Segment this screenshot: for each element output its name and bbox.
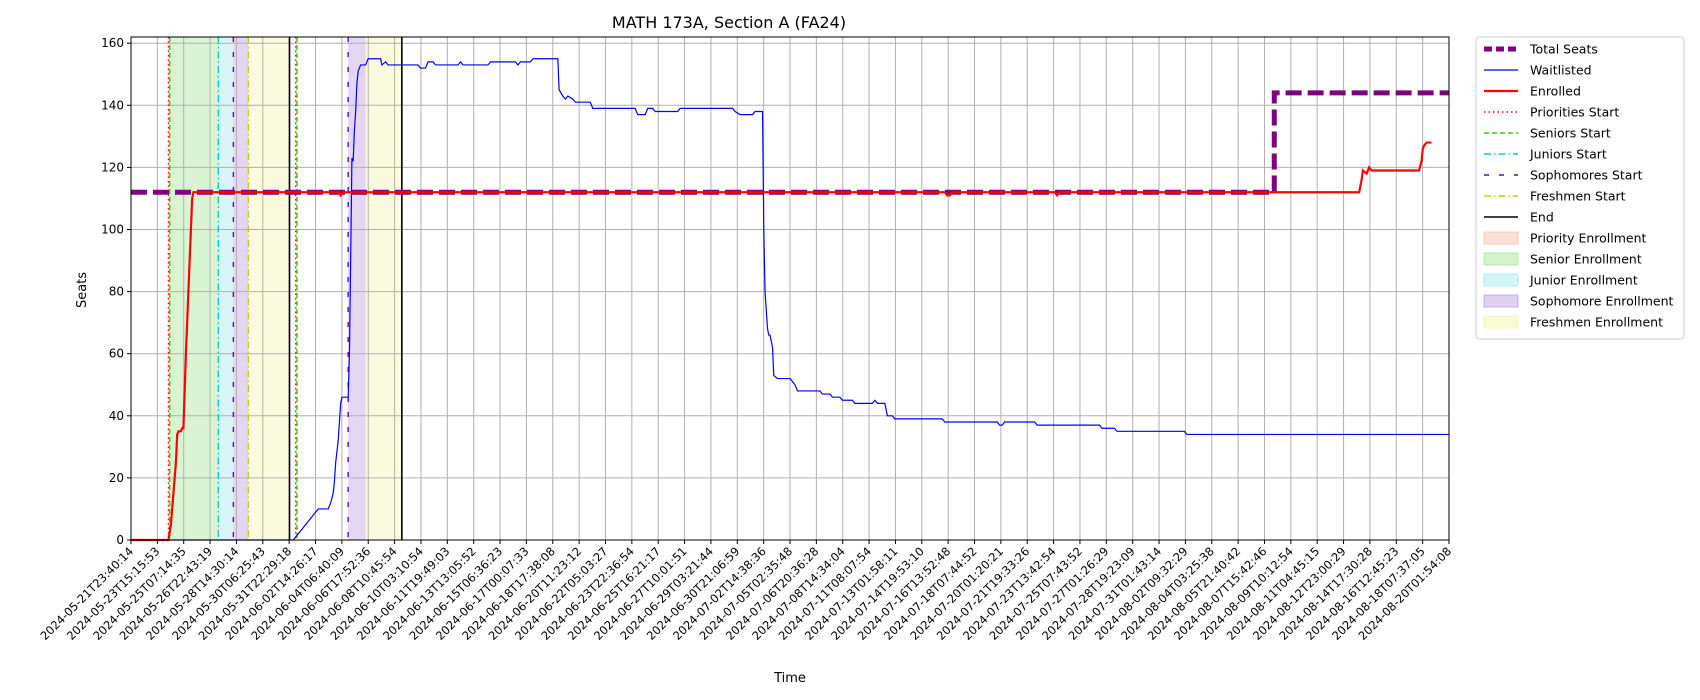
legend-swatch <box>1483 231 1519 245</box>
series-total-seats <box>131 90 1449 195</box>
legend-swatch <box>1483 273 1519 287</box>
legend-label: Sophomores Start <box>1530 168 1643 183</box>
shaded-region-sophomore-enrollment <box>348 37 366 540</box>
y-tick-label: 100 <box>101 223 124 237</box>
shaded-region-senior-enrollment <box>169 37 219 540</box>
x-axis-label: Time <box>773 671 806 686</box>
legend-label: Junior Enrollment <box>1529 273 1638 288</box>
y-tick-label: 80 <box>109 285 124 299</box>
legend-box <box>1475 36 1685 340</box>
legend-label: End <box>1530 210 1554 225</box>
legend-label: Seniors Start <box>1530 126 1611 141</box>
legend-label: Total Seats <box>1529 42 1598 57</box>
plot-area: 0204060801001201401602024-05-21T23:40:14… <box>37 36 1454 643</box>
y-tick-label: 160 <box>101 36 124 50</box>
y-axis-label: Seats <box>75 272 90 308</box>
y-tick-label: 120 <box>101 160 124 174</box>
shaded-region-freshmen-enrollment <box>248 37 290 540</box>
legend: Total Seats Waitlisted Enrolled Priorities … <box>1475 36 1685 340</box>
legend-swatch <box>1483 252 1519 266</box>
legend-swatch <box>1483 294 1519 308</box>
legend-label: Priority Enrollment <box>1530 231 1647 246</box>
legend-label: Sophomore Enrollment <box>1530 294 1674 309</box>
legend-label: Freshmen Start <box>1530 189 1626 204</box>
y-tick-label: 20 <box>109 471 124 485</box>
series-enrolled <box>131 141 1432 542</box>
chart-title: MATH 173A, Section A (FA24) <box>612 13 846 32</box>
y-tick-label: 60 <box>109 347 124 361</box>
legend-label: Waitlisted <box>1530 63 1592 78</box>
series-waitlisted <box>131 58 1449 541</box>
legend-swatch <box>1483 315 1519 329</box>
shaded-region-junior-enrollment <box>218 37 234 540</box>
legend-label: Enrolled <box>1530 84 1581 99</box>
y-tick-label: 140 <box>101 98 124 112</box>
legend-label: Freshmen Enrollment <box>1530 315 1663 330</box>
shaded-region-sophomore-enrollment <box>233 37 249 540</box>
y-tick-label: 0 <box>116 533 124 547</box>
legend-label: Priorities Start <box>1530 105 1619 120</box>
legend-label: Juniors Start <box>1529 147 1607 162</box>
shaded-region-freshmen-enrollment <box>365 37 402 540</box>
legend-label: Senior Enrollment <box>1530 252 1642 267</box>
y-tick-label: 40 <box>109 409 124 423</box>
